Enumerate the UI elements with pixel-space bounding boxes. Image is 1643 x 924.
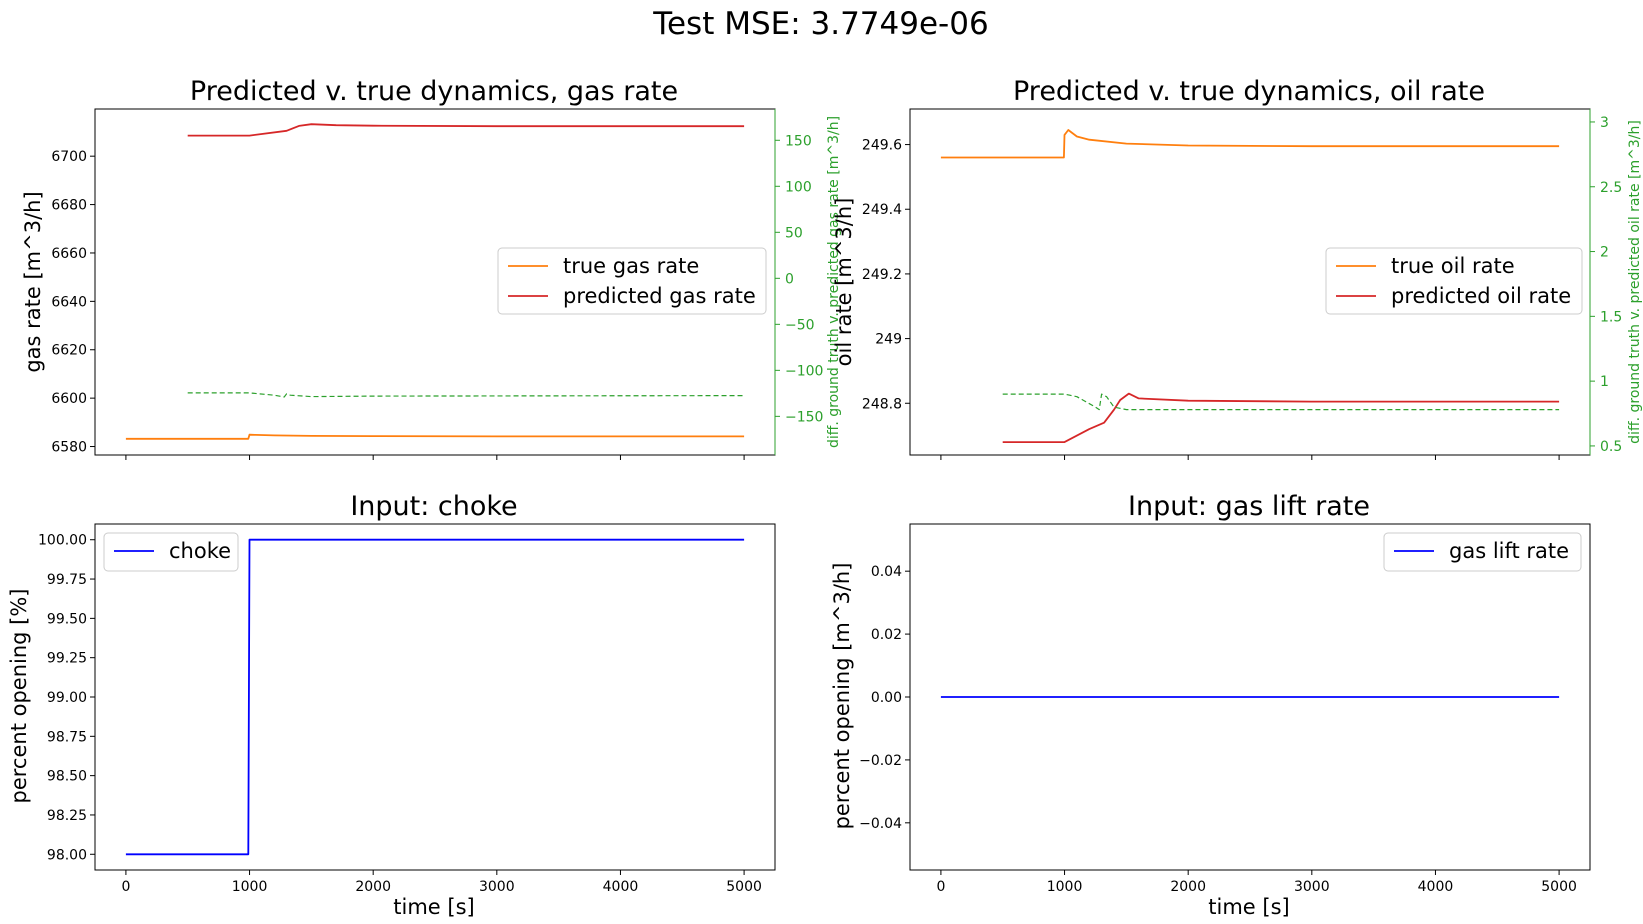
plot-gaslift: 0 1000 2000 3000 4000 5000 −0.04 −0.02 0.00 0.02 0… [859,523,1591,895]
series-line-predicted-oil-rate [1002,392,1560,444]
axes-frame [94,523,776,871]
y2-tick-label: 1 [1600,374,1609,390]
y2-tick-label: −150 [785,409,823,425]
y-tick-label: 6660 [51,246,87,262]
y2-axis-label: diff. ground truth v. predicted gas rate… [826,116,842,448]
y-tick-label: 0.02 [871,627,902,643]
plot-oil: 248.8 249 249.2 249.4 249.6 0.5 1 1.5 2 2.5 3 true … [862,108,1622,460]
y-tick-label: −0.02 [859,753,902,769]
y-tick-label: 6580 [51,440,87,456]
y-tick-label: 6680 [51,198,87,214]
panel-title: Input: choke [350,491,517,522]
y2-tick-label: 0 [785,271,794,287]
y-tick-label: 249 [875,332,902,348]
legend: true oil rate predicted oil rate [1325,247,1583,315]
y2-tick-label: 0.5 [1600,439,1622,455]
legend: true gas rate predicted gas rate [497,247,767,315]
x-tick-label: 5000 [1541,879,1577,895]
panel-gas-rate: Predicted v. true dynamics, gas rate gas… [21,76,842,448]
y-tick-label: 249.4 [862,202,902,218]
y2-tick-label: 3 [1600,115,1609,131]
y-tick-label: 99.50 [47,611,87,627]
x-tick-label: 1000 [232,879,268,895]
legend: choke [103,532,239,572]
x-tick-label: 4000 [1418,879,1454,895]
legend-label: true oil rate [1391,254,1515,278]
legend-label: choke [169,539,231,563]
x-tick-label: 2000 [1170,879,1206,895]
y-axis-label: percent opening [%] [7,588,31,803]
x-tick-label: 5000 [726,879,762,895]
x-tick-label: 3000 [479,879,515,895]
y-tick-label: 99.25 [47,651,87,667]
series-line-true-oil-rate [940,129,1560,159]
panel-title: Predicted v. true dynamics, gas rate [190,76,678,107]
y-tick-label: 6620 [51,343,87,359]
series-line-true-gas-rate [125,433,745,440]
y-tick-label: 98.50 [47,769,87,785]
y-tick-label: 6600 [51,391,87,407]
y2-tick-label: 150 [785,133,812,149]
x-axis-label: time [s] [393,895,474,919]
y-tick-label: 6700 [51,149,87,165]
series-line-diff [1002,393,1560,411]
x-tick-label: 0 [121,879,130,895]
y-tick-label: 249.2 [862,267,902,283]
panel-oil-rate: Predicted v. true dynamics, oil rate oil… [832,76,1643,444]
legend-label: predicted oil rate [1391,284,1571,308]
figure-suptitle: Test MSE: 3.7749e-06 [652,6,988,42]
plot-gas: 6580 6600 6620 6640 6660 6680 6700 −150 −100 −50 0… [51,108,823,460]
y2-tick-label: −100 [785,363,823,379]
x-tick-label: 3000 [1294,879,1330,895]
y2-axis-label: diff. ground truth v. predicted oil rate… [1627,120,1643,444]
panel-gas-lift-rate: Input: gas lift rate percent opening [m^… [830,491,1370,919]
legend-label: predicted gas rate [563,284,756,308]
panel-title: Input: gas lift rate [1128,491,1370,522]
legend-box [497,247,767,315]
x-tick-label: 4000 [603,879,639,895]
x-tick-label: 1000 [1047,879,1083,895]
y-tick-label: 6640 [51,294,87,310]
legend-box [103,532,239,572]
y-tick-label: −0.04 [859,816,902,832]
legend-box [1325,247,1583,315]
y-tick-label: 99.75 [47,572,87,588]
y-tick-label: 98.25 [47,808,87,824]
legend-box [1383,532,1582,572]
y2-tick-label: −50 [785,317,815,333]
legend: gas lift rate [1383,532,1582,572]
plot-choke: 0 1000 2000 3000 4000 5000 98.00 98.25 98.50 98.7… [38,523,776,895]
y-axis-label: gas rate [m^3/h] [21,191,45,372]
y2-tick-label: 2.5 [1600,180,1622,196]
y-tick-label: 0.04 [871,564,902,580]
series-line-diff [187,392,745,398]
y-tick-label: 98.00 [47,847,87,863]
x-tick-label: 2000 [355,879,391,895]
y-tick-label: 0.00 [871,690,902,706]
y-tick-label: 99.00 [47,690,87,706]
y2-tick-label: 2 [1600,245,1609,261]
y-tick-label: 100.00 [38,533,87,549]
y-tick-label: 98.75 [47,729,87,745]
panel-choke: Input: choke percent opening [%] time [s… [7,491,518,919]
y-axis-label: percent opening [m^3/h] [830,563,854,830]
y-tick-label: 248.8 [862,396,902,412]
x-axis-label: time [s] [1208,895,1289,919]
y-tick-label: 249.6 [862,138,902,154]
legend-label: true gas rate [563,254,699,278]
legend-label: gas lift rate [1449,539,1569,563]
y-axis-label: oil rate [m^3/h] [832,198,856,367]
y2-tick-label: 1.5 [1600,309,1622,325]
series-line-predicted-gas-rate [187,123,745,137]
panel-title: Predicted v. true dynamics, oil rate [1013,76,1485,107]
series-line-choke [125,538,745,856]
x-tick-label: 0 [936,879,945,895]
y2-tick-label: 50 [785,225,803,241]
y2-tick-label: 100 [785,179,812,195]
